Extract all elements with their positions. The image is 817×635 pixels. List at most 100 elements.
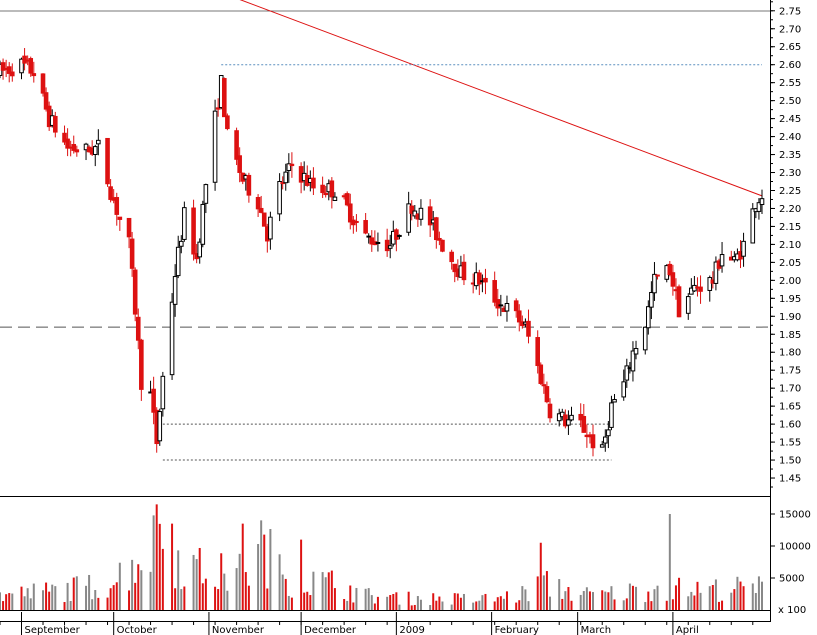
candle-body (437, 237, 442, 241)
candle-body (590, 434, 596, 449)
candle-body (621, 381, 627, 398)
month-label: November (212, 625, 265, 635)
candle-body (31, 73, 37, 77)
candle-body (759, 198, 765, 206)
candle-body (649, 292, 654, 308)
candle-body (344, 193, 350, 206)
candle-body (387, 245, 393, 249)
candle-body (375, 241, 381, 244)
month-label: September (25, 625, 81, 635)
candle-body (538, 364, 544, 384)
candle-body (541, 384, 547, 387)
candle-body (504, 302, 510, 312)
candle-body (461, 261, 467, 281)
trendline (239, 0, 763, 197)
candle-body (599, 444, 605, 448)
candle-body (6, 66, 12, 74)
candle-body (126, 217, 132, 238)
candle-body (535, 337, 541, 367)
date-axis: September October November December 2009 Febr… (0, 612, 754, 635)
candle-body (449, 251, 454, 263)
candle-body (566, 419, 571, 426)
price-candles (0, 48, 765, 457)
candle-body (160, 375, 166, 410)
candle-body (498, 304, 504, 307)
candle-body (526, 320, 531, 337)
candle-body (406, 203, 411, 233)
volume-tick-label: 15000 (779, 510, 811, 521)
volume-tick-label: 10000 (779, 542, 811, 553)
candle-body (323, 192, 328, 196)
candle-body (516, 310, 522, 323)
candle-body (212, 110, 218, 183)
candle-body (513, 300, 519, 312)
price-tick-label: 1.85 (779, 330, 801, 341)
candle-body (434, 217, 439, 241)
candle-body (311, 177, 316, 189)
price-tick-label: 2.35 (779, 150, 801, 161)
candle-body (670, 272, 676, 287)
price-tick-label: 1.90 (779, 312, 801, 323)
candle-body (483, 277, 488, 283)
price-tick-label: 1.75 (779, 366, 801, 377)
candle-body (418, 207, 424, 220)
candle-body (237, 155, 242, 173)
candle-body (191, 207, 196, 255)
candle-body (581, 416, 587, 433)
candle-body (369, 237, 375, 245)
price-tick-label: 2.25 (779, 186, 801, 197)
candle-body (347, 203, 353, 223)
volume-tick-label: 5000 (779, 574, 804, 585)
price-tick-label: 2.65 (779, 42, 801, 53)
price-tick-label: 2.70 (779, 24, 801, 35)
candle-body (642, 326, 648, 351)
price-tick-label: 2.05 (779, 258, 801, 269)
price-tick-label: 2.40 (779, 132, 801, 143)
candle-body (397, 234, 402, 237)
candle-body (667, 263, 673, 276)
price-tick-label: 2.10 (779, 240, 801, 251)
candle-body (741, 240, 746, 257)
candle-body (157, 411, 163, 442)
candle-body (178, 240, 184, 247)
candle-body (105, 137, 110, 185)
candle-body (96, 139, 101, 145)
candle-body (283, 171, 289, 184)
candle-body (74, 149, 80, 153)
candle-body (427, 206, 433, 226)
volume-bars (0, 504, 763, 610)
candle-body (234, 130, 239, 160)
price-tick-label: 1.95 (779, 294, 801, 305)
candle-body (225, 115, 230, 130)
price-tick-label: 2.75 (779, 6, 801, 17)
price-tick-label: 2.60 (779, 60, 801, 71)
candle-body (750, 208, 756, 244)
candle-body (329, 180, 335, 198)
candle-body (492, 280, 497, 303)
candle-body (203, 184, 209, 204)
candle-body (215, 107, 221, 110)
candle-body (685, 296, 691, 314)
candle-body (624, 365, 630, 381)
candle-body (633, 348, 639, 355)
candle-body (320, 184, 325, 194)
candle-body (452, 263, 458, 273)
candle-body (652, 273, 657, 294)
candle-body (719, 254, 725, 267)
candle-body (277, 180, 282, 215)
candle-body (698, 286, 703, 292)
candle-body (197, 241, 203, 258)
price-tick-label: 1.70 (779, 384, 801, 395)
candle-body (62, 132, 67, 143)
candle-body (92, 146, 98, 155)
candle-body (43, 92, 49, 110)
candle-body (609, 402, 614, 428)
candle-body (756, 202, 762, 212)
candle-body (646, 306, 651, 329)
candle-body (40, 73, 46, 94)
candle-body (676, 286, 682, 318)
candle-body (114, 197, 120, 215)
candle-body (409, 205, 415, 214)
candle-body (258, 207, 264, 213)
